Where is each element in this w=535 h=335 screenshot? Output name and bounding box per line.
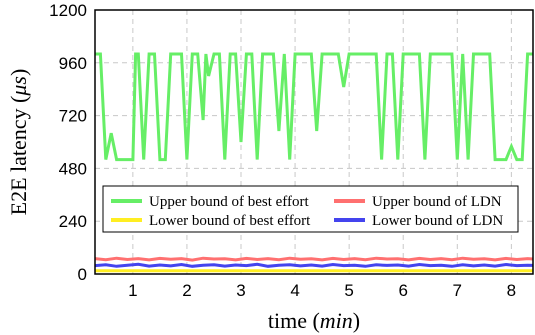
legend: Upper bound of best effort Upper bound o…	[102, 185, 519, 233]
x-tick-label: 1	[128, 281, 137, 300]
series-layer	[94, 52, 534, 273]
y-tick-label: 720	[59, 107, 87, 126]
x-tick-label: 7	[453, 281, 462, 300]
legend-label-best-effort-lower: Lower bound of best effort	[149, 213, 311, 229]
y-tick-label: 240	[59, 212, 87, 231]
x-tick-label: 3	[236, 281, 245, 300]
y-tick-label: 960	[59, 54, 87, 73]
legend-label-ldn-upper: Upper bound of LDN	[372, 194, 502, 210]
x-tick-label: 2	[182, 281, 191, 300]
y-tick-label: 0	[78, 265, 87, 284]
series-ldn-upper	[94, 256, 534, 262]
x-tick-label: 4	[290, 281, 299, 300]
y-axis-title: E2E latency (μs)	[6, 69, 31, 216]
x-tick-label: 8	[507, 281, 516, 300]
series-ldn-lower	[94, 262, 534, 268]
x-tick-label: 6	[398, 281, 407, 300]
x-axis-unit: min	[320, 308, 353, 333]
y-tick-label: 1200	[49, 1, 87, 20]
legend-box	[102, 185, 519, 233]
x-axis-title: time (min)	[268, 308, 360, 333]
x-axis-label: time	[268, 308, 307, 333]
x-tick-label: 5	[344, 281, 353, 300]
legend-label-ldn-lower: Lower bound of LDN	[372, 213, 503, 229]
series-best-effort-upper	[95, 52, 533, 162]
y-tick-label: 480	[59, 159, 87, 178]
y-axis-label: E2E latency	[6, 108, 31, 215]
legend-label-best-effort-upper: Upper bound of best effort	[149, 194, 310, 210]
plot-frame	[94, 9, 534, 275]
tick-labels: 0 240 480 720 960 1200 1 2 3 4 5 6 7 8	[49, 1, 516, 300]
y-axis-unit: μs	[6, 76, 31, 97]
